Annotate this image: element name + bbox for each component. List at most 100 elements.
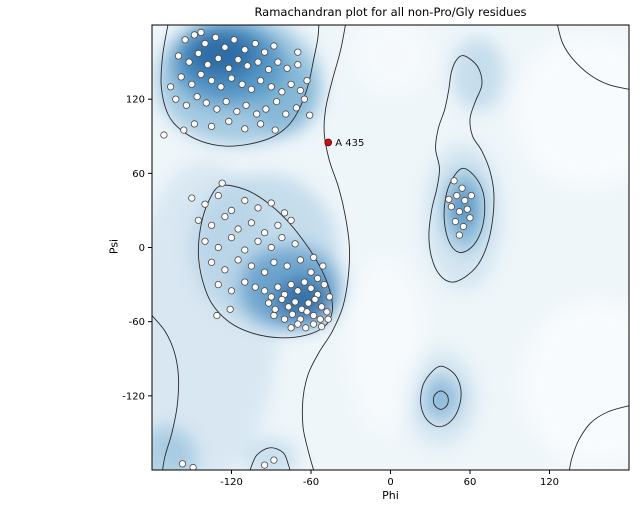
residue-point (463, 205, 471, 213)
x-tick-label: -60 (303, 477, 319, 488)
y-tick-label: -60 (129, 317, 145, 328)
contour-outer-left (301, 25, 351, 470)
residue-point (213, 311, 221, 320)
density-layer (152, 25, 629, 470)
residue-point (217, 83, 225, 91)
residue-point (274, 283, 282, 291)
residue-point (260, 229, 269, 237)
contour-lefty-inner (443, 167, 486, 253)
residue-point (302, 324, 310, 332)
residue-point (323, 308, 331, 316)
residue-point (451, 217, 459, 226)
residue-point (278, 295, 286, 303)
x-tick-label: -120 (220, 477, 243, 488)
residue-point (274, 58, 282, 66)
density-blob (422, 376, 460, 421)
residue-point (182, 101, 190, 109)
y-tick-label: 0 (139, 243, 145, 254)
residue-point (296, 256, 304, 264)
residue-point (264, 299, 273, 307)
residue-point (214, 280, 222, 289)
residue-point (280, 209, 289, 217)
contour-bottom-right-corner (568, 405, 629, 470)
residue-point (197, 28, 205, 37)
residue-point (267, 83, 275, 91)
residue-point (241, 278, 249, 286)
residue-point (242, 101, 250, 109)
density-blob (244, 437, 298, 470)
residue-point (262, 105, 270, 113)
residue-point (287, 216, 295, 224)
residue-point (467, 192, 475, 200)
residue-point (291, 240, 299, 248)
residue-point (300, 95, 308, 103)
residue-point (208, 122, 216, 131)
residue-point (172, 95, 180, 103)
residue-point (284, 303, 293, 311)
residue-point (309, 320, 318, 328)
residue-point (221, 266, 229, 274)
density-blob (523, 303, 629, 464)
residue-point (208, 258, 216, 266)
residue-point (455, 208, 463, 216)
residue-point (325, 293, 334, 301)
residue-point (253, 110, 261, 118)
residue-point (251, 39, 259, 48)
y-tick-label: 60 (132, 169, 145, 180)
residue-point (218, 179, 226, 187)
highlight-label: A 435 (335, 138, 364, 149)
residue-point (292, 104, 300, 112)
residue-point (270, 258, 278, 266)
residue-point (267, 243, 275, 252)
residue-point (287, 324, 295, 332)
residue-point (213, 105, 221, 113)
residue-point (190, 31, 198, 39)
residue-point (208, 221, 216, 229)
residue-point (317, 303, 326, 311)
residue-point (188, 80, 196, 88)
residue-point (455, 231, 463, 239)
residue-point (181, 36, 189, 44)
residue-point (226, 305, 234, 313)
residue-point (280, 315, 289, 323)
residue-point (303, 308, 311, 316)
residue-point (311, 295, 319, 303)
residue-point (256, 120, 265, 128)
residue-point (303, 77, 311, 85)
residue-point (241, 246, 249, 254)
residue-point (316, 315, 324, 323)
residue-point (201, 39, 209, 48)
residue-point (202, 99, 210, 107)
residue-point (287, 80, 295, 88)
residue-point (296, 86, 304, 95)
residue-point (227, 287, 236, 295)
residue-point (254, 237, 262, 245)
residue-point (300, 278, 308, 286)
residue-point (304, 299, 312, 307)
x-axis-label: Phi (382, 489, 399, 502)
residue-point (225, 117, 233, 126)
residue-point (283, 64, 291, 72)
residue-point (247, 219, 255, 227)
residue-point (234, 55, 242, 64)
residue-point (247, 262, 255, 270)
residue-point (193, 93, 201, 101)
density-blob (349, 259, 424, 433)
residue-point (227, 206, 236, 214)
contour-right-lower (420, 365, 462, 428)
residue-point (306, 111, 314, 119)
residue-point (294, 320, 302, 328)
residue-point (227, 234, 236, 242)
scatter-layer (160, 28, 475, 470)
residue-point (167, 83, 175, 91)
residue-point (270, 456, 278, 464)
residue-point (271, 305, 279, 313)
residue-point (267, 293, 275, 301)
residue-point (177, 73, 185, 81)
residue-point (260, 268, 269, 276)
residue-point (204, 60, 212, 69)
residue-point (294, 287, 302, 295)
residue-point (194, 216, 202, 224)
x-tick-label: 0 (387, 477, 393, 488)
